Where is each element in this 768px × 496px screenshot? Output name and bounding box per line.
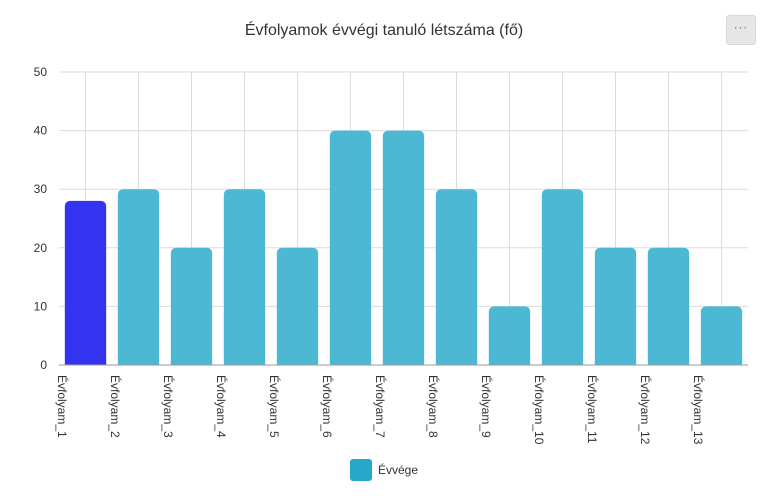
bar[interactable]	[488, 306, 531, 365]
y-tick-label: 20	[34, 241, 48, 255]
x-tick-label: Évfolyam_5	[267, 375, 282, 438]
x-tick-label: Évfolyam_9	[479, 375, 494, 438]
chart-title: Évfolyamok évvégi tanuló létszáma (fő)	[244, 22, 524, 39]
bar[interactable]	[276, 247, 319, 365]
legend[interactable]: Évvége	[0, 459, 768, 481]
x-tick-label: Évfolyam_3	[161, 375, 176, 438]
x-tick-label: Évfolyam_2	[108, 375, 123, 438]
bar[interactable]	[223, 189, 266, 365]
bar[interactable]	[700, 306, 743, 365]
x-tick-label: Évfolyam_8	[426, 375, 441, 438]
bar[interactable]	[117, 189, 160, 365]
y-tick-label: 40	[34, 124, 48, 138]
x-tick-label: Évfolyam_10	[532, 375, 547, 445]
bar[interactable]	[382, 130, 425, 365]
y-tick-label: 50	[34, 65, 48, 79]
x-tick-label: Évfolyam_4	[214, 375, 229, 438]
x-tick-label: Évfolyam_12	[638, 375, 653, 445]
x-tick-label: Évfolyam_6	[320, 375, 335, 438]
x-tick-label: Évfolyam_1	[55, 375, 70, 438]
chart-menu-button[interactable]: ···	[726, 15, 756, 45]
y-tick-label: 10	[34, 299, 48, 313]
bar[interactable]	[64, 200, 107, 365]
legend-swatch	[349, 459, 372, 481]
bar[interactable]	[541, 189, 584, 365]
x-tick-label: Évfolyam_7	[373, 375, 388, 438]
bar[interactable]	[594, 247, 637, 365]
y-tick-label: 30	[34, 182, 48, 196]
x-tick-label: Évfolyam_11	[585, 375, 600, 444]
bar[interactable]	[647, 247, 690, 365]
bar[interactable]	[329, 130, 372, 365]
legend-label: Évvége	[377, 463, 419, 477]
y-tick-label: 0	[40, 358, 47, 372]
x-tick-label: Évfolyam_13	[691, 375, 706, 445]
bar[interactable]	[435, 189, 478, 365]
bar[interactable]	[170, 247, 213, 365]
